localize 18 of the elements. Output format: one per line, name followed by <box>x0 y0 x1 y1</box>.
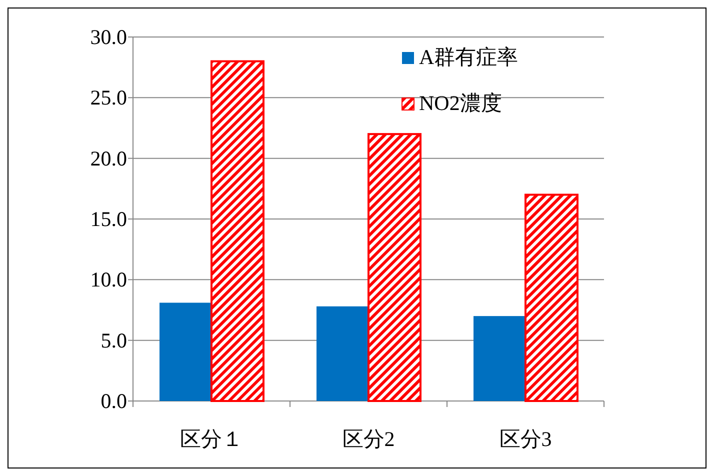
legend-label: NO2濃度 <box>419 91 502 115</box>
bar <box>210 60 264 402</box>
legend-label: A群有症率 <box>419 45 518 69</box>
y-tick-label: 20.0 <box>90 146 127 170</box>
y-tick-label: 30.0 <box>90 25 127 49</box>
x-tick-label: 区分3 <box>499 427 552 451</box>
y-tick-label: 10.0 <box>90 268 127 292</box>
x-tick-label: 区分１ <box>180 427 243 451</box>
y-tick-label: 5.0 <box>100 328 127 352</box>
x-tick-label: 区分2 <box>342 427 395 451</box>
y-tick-label: 25.0 <box>90 86 127 110</box>
bar <box>524 194 578 402</box>
y-tick-label: 0.0 <box>100 389 127 413</box>
y-tick-label: 15.0 <box>90 207 127 231</box>
bar <box>368 133 422 402</box>
bar <box>316 306 368 401</box>
bar <box>474 316 526 401</box>
bar <box>160 302 212 401</box>
